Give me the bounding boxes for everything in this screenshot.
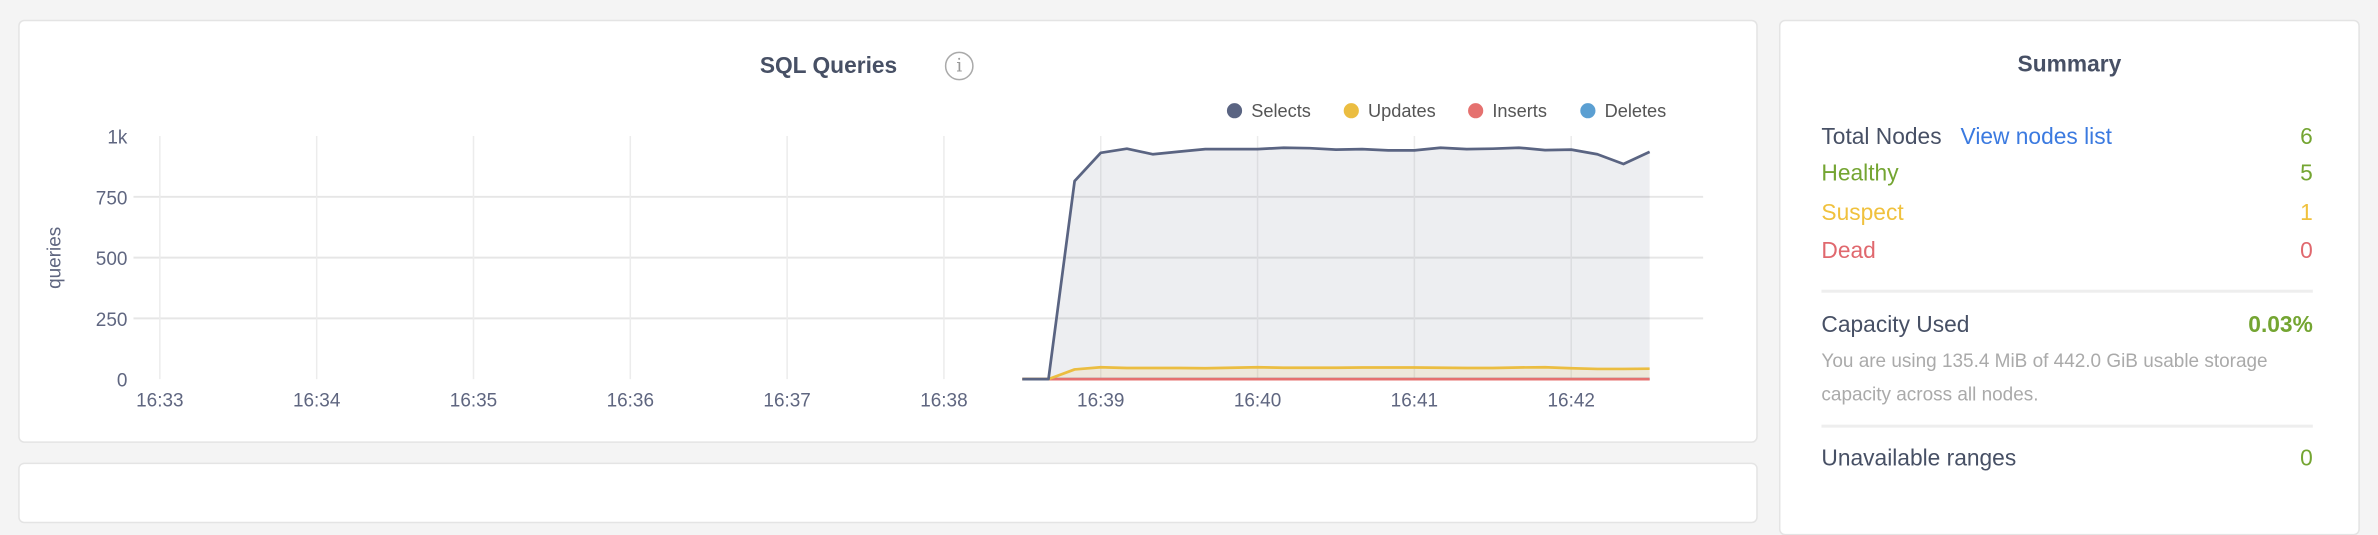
healthy-value: 5 xyxy=(2300,161,2313,187)
capacity-label: Capacity Used xyxy=(1821,312,1969,338)
total-nodes-label: Total Nodes xyxy=(1821,124,1941,150)
healthy-row: Healthy 5 xyxy=(1821,161,2312,187)
y-tick-label: 750 xyxy=(96,188,128,209)
total-nodes-value: 6 xyxy=(2300,124,2313,150)
x-tick-label: 16:40 xyxy=(1234,390,1281,411)
x-tick-label: 16:36 xyxy=(607,390,654,411)
x-tick-label: 16:37 xyxy=(763,390,810,411)
x-tick-label: 16:39 xyxy=(1077,390,1124,411)
summary-card: Summary Total Nodes View nodes list 6 He… xyxy=(1779,20,2360,535)
divider xyxy=(1821,425,2312,428)
capacity-row: Capacity Used 0.03% xyxy=(1821,312,2312,338)
unavailable-ranges-row: Unavailable ranges 0 xyxy=(1821,446,2312,472)
unavailable-ranges-value: 0 xyxy=(2300,446,2313,472)
dead-value: 0 xyxy=(2300,238,2313,264)
x-tick-label: 16:42 xyxy=(1548,390,1595,411)
x-tick-label: 16:35 xyxy=(450,390,497,411)
series-area-selects xyxy=(1022,148,1649,379)
y-tick-label: 1k xyxy=(107,128,128,149)
capacity-description: You are using 135.4 MiB of 442.0 GiB usa… xyxy=(1821,344,2315,411)
dead-label: Dead xyxy=(1821,238,1875,264)
suspect-value: 1 xyxy=(2300,200,2313,226)
suspect-label: Suspect xyxy=(1821,200,1903,226)
stage: SQL Queries i Selects Updates Inserts De… xyxy=(0,0,2378,485)
x-tick-label: 16:38 xyxy=(920,390,967,411)
divider xyxy=(1821,290,2312,293)
suspect-row: Suspect 1 xyxy=(1821,200,2312,226)
x-tick-label: 16:33 xyxy=(136,390,183,411)
y-tick-label: 250 xyxy=(96,310,128,331)
summary-title: Summary xyxy=(1780,52,2358,78)
total-nodes-row: Total Nodes View nodes list 6 xyxy=(1821,124,2312,150)
unavailable-ranges-label: Unavailable ranges xyxy=(1821,446,2016,472)
x-tick-label: 16:41 xyxy=(1391,390,1438,411)
y-tick-label: 0 xyxy=(117,371,128,392)
capacity-value: 0.03% xyxy=(2248,312,2313,338)
x-tick-label: 16:34 xyxy=(293,390,340,411)
healthy-label: Healthy xyxy=(1821,161,1898,187)
y-axis-label: queries xyxy=(45,227,66,289)
y-tick-label: 500 xyxy=(96,249,128,270)
view-nodes-list-link[interactable]: View nodes list xyxy=(1961,124,2112,150)
dead-row: Dead 0 xyxy=(1821,238,2312,264)
